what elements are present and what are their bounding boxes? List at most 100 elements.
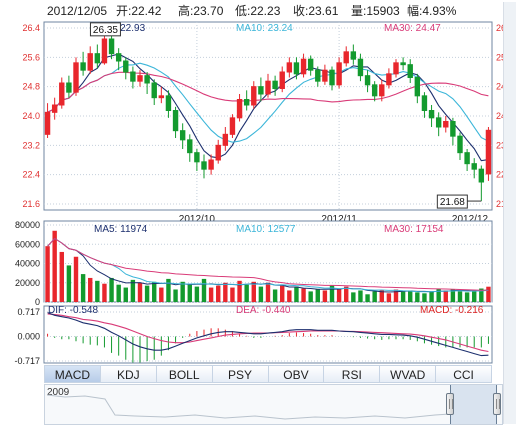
volume-bar bbox=[109, 277, 114, 302]
candle-body bbox=[471, 163, 477, 170]
candle-body bbox=[400, 62, 406, 66]
volume-bar bbox=[322, 290, 328, 302]
high-marker-box bbox=[89, 22, 121, 37]
volume-bar bbox=[52, 230, 57, 302]
candle-body bbox=[485, 129, 492, 175]
volume-bar bbox=[237, 280, 242, 302]
candle-body bbox=[208, 159, 214, 170]
candle-body bbox=[251, 86, 257, 106]
volume-bar bbox=[152, 281, 157, 302]
volume-bar bbox=[223, 282, 228, 302]
volume-ma10-line bbox=[47, 237, 489, 293]
volume-bar bbox=[137, 282, 143, 302]
volume-bar bbox=[130, 279, 136, 302]
candle-body bbox=[130, 71, 136, 82]
price-legend-ma30: MA30: 24.47 bbox=[384, 23, 441, 34]
volume-bar bbox=[88, 277, 93, 302]
candle-body bbox=[350, 51, 357, 60]
quote-header: 2012/12/05 开:22.42 高:23.70 低:22.23 收:23.… bbox=[0, 0, 524, 22]
indicator-tabs: MACD KDJ BOLL PSY OBV RSI WVAD CCI bbox=[44, 365, 492, 383]
tab-cci[interactable]: CCI bbox=[436, 365, 492, 383]
volume-bar bbox=[166, 278, 171, 302]
macd-legend-macd_label: MACD: -0.216 bbox=[420, 305, 484, 316]
tab-rsi[interactable]: RSI bbox=[324, 365, 381, 383]
volume-bar bbox=[194, 286, 200, 302]
volume-bar bbox=[400, 291, 406, 302]
macd-dif-line bbox=[47, 312, 489, 357]
volume-bar bbox=[45, 246, 50, 302]
candle-body bbox=[286, 62, 293, 73]
header-volume: 量:15903 bbox=[351, 4, 400, 18]
candle-body bbox=[144, 75, 150, 84]
macd-tick: 0.717 bbox=[17, 307, 40, 317]
candle-body bbox=[464, 152, 470, 165]
volume-bar bbox=[144, 285, 150, 302]
candle-body bbox=[279, 71, 285, 89]
volume-bar bbox=[173, 289, 178, 302]
candle-body bbox=[393, 62, 399, 75]
volume-bar bbox=[372, 291, 377, 302]
candle-body bbox=[414, 77, 421, 97]
volume-bar bbox=[102, 283, 107, 302]
candle-body bbox=[300, 58, 307, 75]
candle-body bbox=[386, 73, 392, 86]
navigator-left-handle[interactable] bbox=[446, 393, 454, 415]
macd-tick: 0.000 bbox=[17, 332, 40, 342]
candle-body bbox=[457, 135, 463, 154]
candle-body bbox=[201, 161, 207, 170]
candle-body bbox=[51, 104, 58, 113]
volume-legend-ma10: MA10: 12577 bbox=[236, 224, 296, 235]
candle-body bbox=[215, 144, 221, 161]
candle-body bbox=[179, 130, 186, 141]
tab-kdj[interactable]: KDJ bbox=[100, 365, 157, 383]
candle-body bbox=[80, 62, 86, 71]
candle-body bbox=[243, 99, 250, 106]
tab-obv[interactable]: OBV bbox=[268, 365, 325, 383]
candle-body bbox=[44, 111, 51, 135]
header-date: 2012/12/05 bbox=[47, 4, 108, 18]
volume-bar bbox=[429, 291, 434, 302]
x-tick-label: 2012/10 bbox=[179, 214, 216, 225]
volume-bar bbox=[443, 290, 448, 302]
candle-body bbox=[364, 75, 371, 86]
volume-bar bbox=[344, 286, 349, 302]
tab-boll[interactable]: BOLL bbox=[156, 365, 213, 383]
candle-body bbox=[428, 110, 435, 119]
volume-bar bbox=[365, 294, 370, 302]
volume-bar bbox=[244, 284, 249, 302]
candle-body bbox=[265, 80, 271, 95]
candle-body bbox=[194, 152, 200, 163]
tab-psy[interactable]: PSY bbox=[212, 365, 269, 383]
macd-legend-ma30: DEA: -0.440 bbox=[236, 305, 291, 316]
candle-body bbox=[172, 110, 179, 132]
volume-bar bbox=[301, 288, 306, 302]
candle-body bbox=[187, 139, 193, 154]
candle-body bbox=[59, 82, 65, 106]
volume-bar bbox=[59, 251, 64, 302]
price-ma10-line bbox=[47, 62, 489, 143]
candle-body bbox=[151, 82, 157, 99]
tab-macd[interactable]: MACD bbox=[44, 365, 101, 383]
high-marker-label: 26.35 bbox=[93, 25, 118, 36]
volume-bar bbox=[116, 284, 121, 302]
volume-bar bbox=[315, 289, 320, 302]
tab-wvad[interactable]: WVAD bbox=[380, 365, 437, 383]
candle-body bbox=[293, 62, 300, 75]
volume-bar bbox=[73, 256, 79, 302]
vertical-scrollbar[interactable] bbox=[503, 2, 516, 424]
header-high: 高:23.70 bbox=[178, 4, 224, 18]
price-tick-left: 24.8 bbox=[22, 82, 40, 92]
volume-bar bbox=[308, 291, 313, 302]
volume-bar bbox=[230, 287, 235, 302]
range-navigator[interactable]: 2009 bbox=[44, 384, 503, 425]
volume-bar bbox=[415, 292, 420, 302]
navigator-window[interactable] bbox=[446, 385, 501, 424]
navigator-right-handle[interactable] bbox=[493, 393, 501, 415]
candle-body bbox=[371, 84, 378, 97]
volume-bar bbox=[386, 293, 392, 302]
price-tick-left: 23.2 bbox=[22, 140, 40, 150]
candle-body bbox=[407, 64, 413, 78]
volume-bar bbox=[472, 291, 477, 302]
volume-bar bbox=[265, 282, 271, 302]
volume-bar bbox=[66, 265, 72, 302]
